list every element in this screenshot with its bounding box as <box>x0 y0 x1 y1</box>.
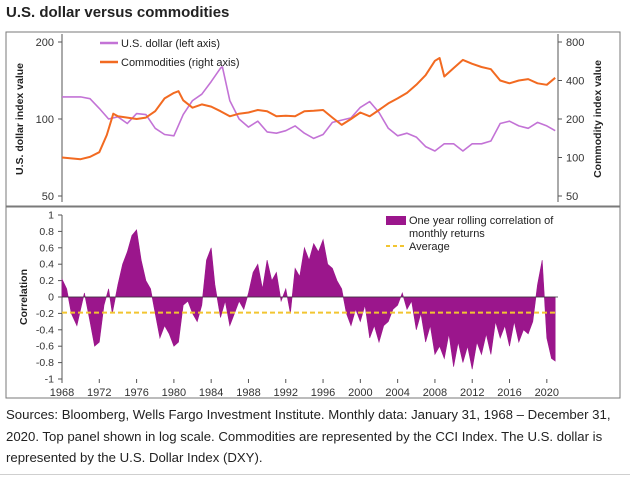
correlation-tick-label: -0.2 <box>36 308 54 320</box>
commodities-series-line <box>61 57 556 161</box>
chart-canvas: 200 100 50 800 400 200 100 50 U.S. dollar index … <box>5 31 621 399</box>
correlation-tick-label: 0 <box>48 292 54 304</box>
year-tick-label: 2004 <box>385 387 409 399</box>
bottom-panel-frame <box>5 206 621 399</box>
correlation-tick-label: 0.4 <box>39 259 54 271</box>
correlation-tick-label: -0.6 <box>36 341 54 353</box>
right-axis-title: Commodity index value <box>592 60 604 178</box>
year-tick-label: 2000 <box>348 387 372 399</box>
correlation-axis-title: Correlation <box>18 269 30 325</box>
legend-correlation-label: One year rolling correlation of monthly r… <box>409 215 554 240</box>
correlation-tick-label: -0.4 <box>36 324 54 336</box>
year-tick-label: 1968 <box>50 387 74 399</box>
left-tick-label: 50 <box>42 191 54 203</box>
year-tick-label: 2020 <box>535 387 559 399</box>
right-tick-label: 400 <box>566 76 584 88</box>
year-tick-label: 1976 <box>124 387 148 399</box>
right-tick-label: 800 <box>566 37 584 49</box>
correlation-tick-label: 0.8 <box>39 226 54 238</box>
year-tick-label: 2012 <box>460 387 484 399</box>
left-tick-label: 200 <box>36 37 54 49</box>
year-tick-label: 1972 <box>87 387 111 399</box>
year-tick-label: 1992 <box>274 387 298 399</box>
year-tick-label: 1984 <box>199 387 223 399</box>
year-tick-label: 1996 <box>311 387 335 399</box>
legend-average-label: Average <box>409 241 450 253</box>
correlation-tick-label: -1 <box>45 374 54 386</box>
bottom-panel: 1 0.8 0.6 0.4 0.2 0 -0.2 -0.4 -0.6 -0.8 -1 Correlat… <box>5 206 621 399</box>
year-tick-label: 2016 <box>497 387 521 399</box>
bottom-divider <box>0 474 630 475</box>
legend-commodities-label: Commodities (right axis) <box>121 57 240 69</box>
year-tick-label: 1988 <box>236 387 260 399</box>
correlation-tick-label: 0.6 <box>39 242 54 254</box>
correlation-tick-label: 0.2 <box>39 275 54 287</box>
left-axis-title: U.S. dollar index value <box>14 63 26 175</box>
top-panel-frame <box>5 31 621 207</box>
left-tick-label: 100 <box>36 114 54 126</box>
year-tick-label: 2008 <box>423 387 447 399</box>
correlation-tick-label: 1 <box>48 210 54 222</box>
source-note: Sources: Bloomberg, Wells Fargo Investme… <box>6 407 611 465</box>
chart-title: U.S. dollar versus commodities <box>6 4 230 21</box>
legend-correlation-swatch <box>386 216 406 225</box>
correlation-area <box>61 229 556 370</box>
legend-dollar-label: U.S. dollar (left axis) <box>121 38 220 50</box>
right-tick-label: 100 <box>566 153 584 165</box>
right-tick-label: 200 <box>566 114 584 126</box>
correlation-tick-label: -0.8 <box>36 357 54 369</box>
right-tick-label: 50 <box>566 191 578 203</box>
top-panel: 200 100 50 800 400 200 100 50 U.S. dollar index … <box>5 31 621 207</box>
dollar-series-line <box>62 66 556 152</box>
year-tick-label: 1980 <box>162 387 186 399</box>
